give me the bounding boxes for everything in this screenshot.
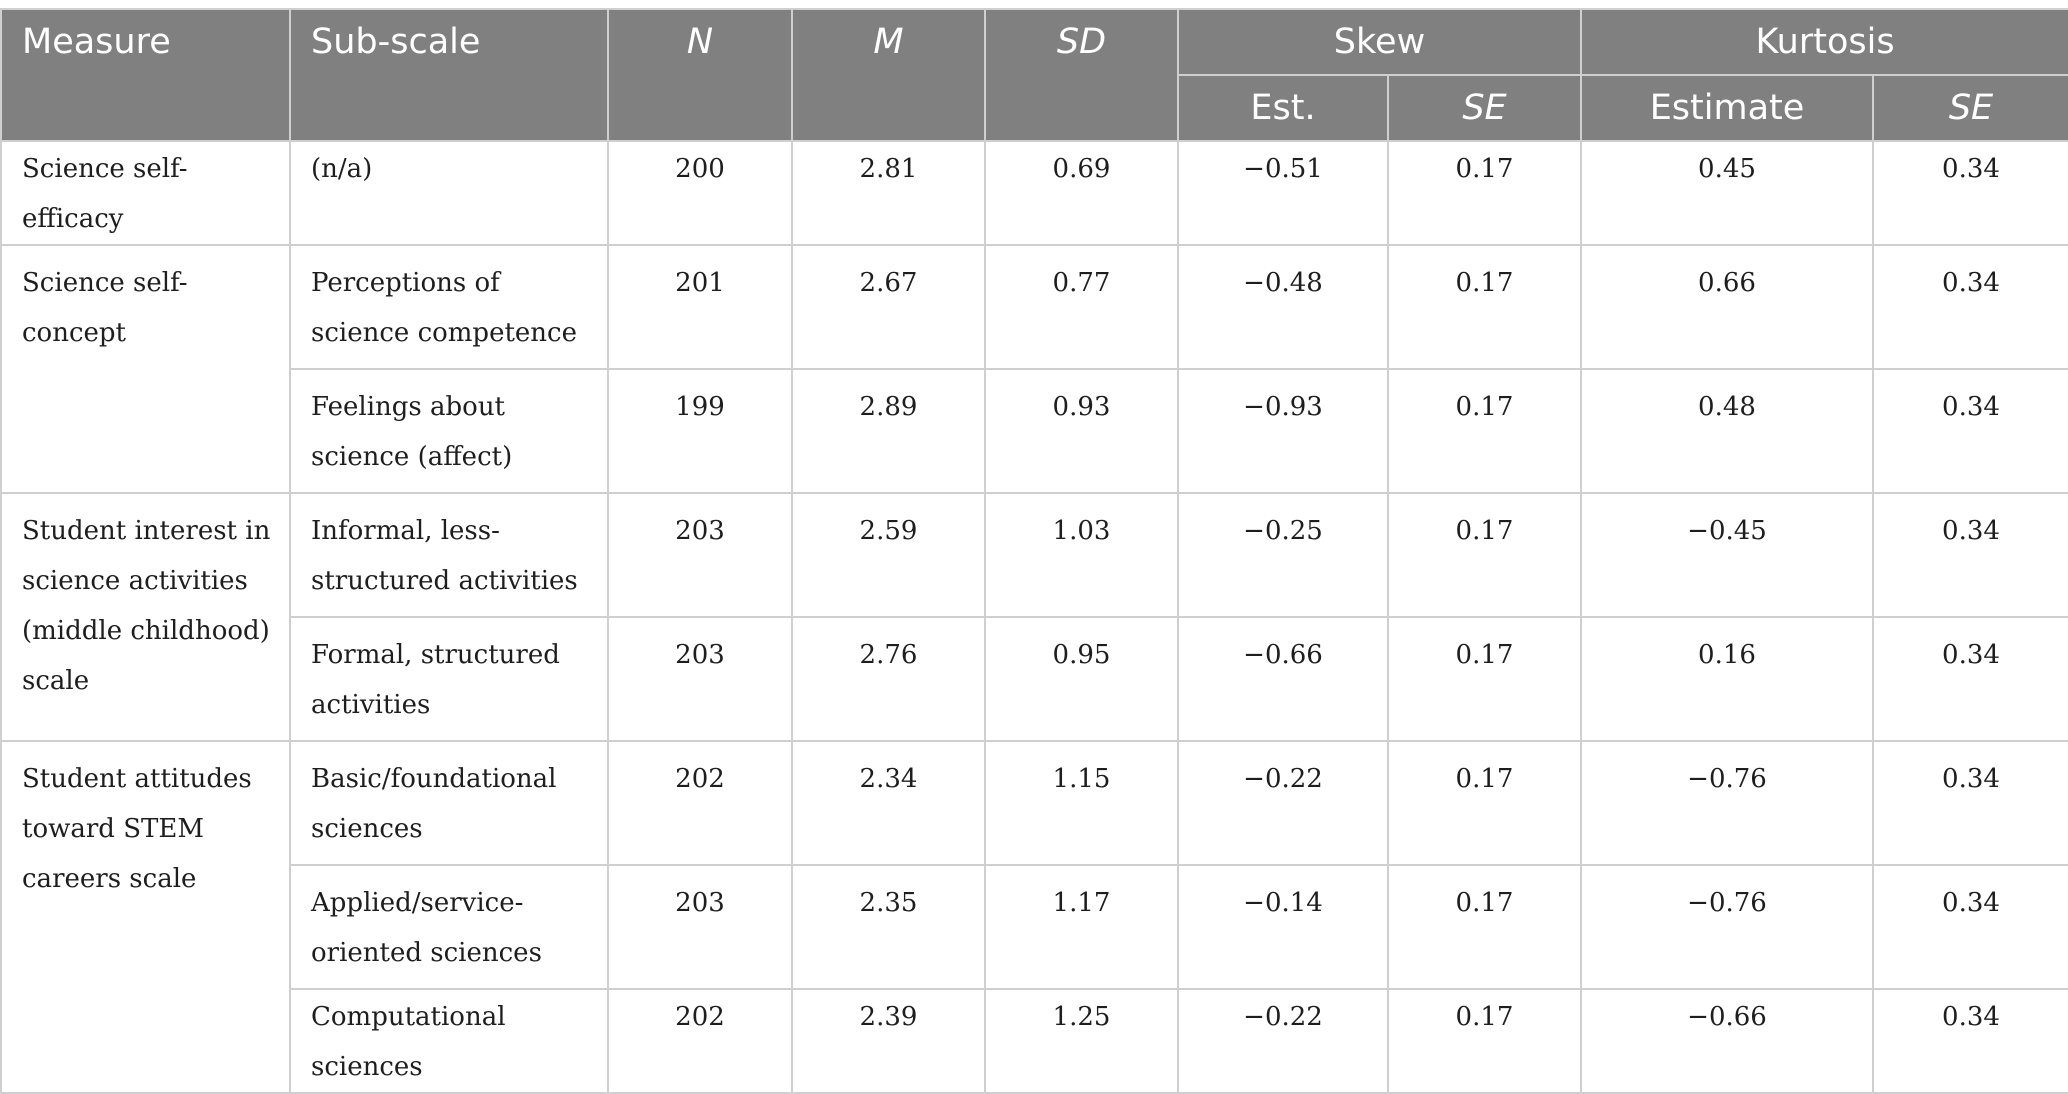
m-cell: 2.59 bbox=[791, 492, 986, 618]
sd-cell: 0.95 bbox=[984, 616, 1179, 742]
subscale-cell: Perceptions of science competence bbox=[289, 244, 609, 370]
sd-cell: 1.03 bbox=[984, 492, 1179, 618]
header-kurt-estimate: Estimate bbox=[1580, 74, 1874, 142]
kurt-est-cell: −0.66 bbox=[1580, 988, 1874, 1094]
kurt-se-cell: 0.34 bbox=[1872, 492, 2068, 618]
header-subscale: Sub-scale bbox=[289, 8, 609, 142]
sd-cell: 0.93 bbox=[984, 368, 1179, 494]
m-cell: 2.89 bbox=[791, 368, 986, 494]
table-row: Computational sciences 202 2.39 1.25 −0.… bbox=[1, 988, 2068, 1094]
header-skew: Skew bbox=[1177, 8, 1582, 76]
kurt-se-cell: 0.34 bbox=[1872, 244, 2068, 370]
m-cell: 2.39 bbox=[791, 988, 986, 1094]
header-measure: Measure bbox=[0, 8, 291, 142]
header-n: N bbox=[607, 8, 793, 142]
table-header: Measure Sub-scale N M SD Skew Kurtosis E… bbox=[0, 8, 2068, 142]
sd-cell: 0.77 bbox=[984, 244, 1179, 370]
n-cell: 200 bbox=[607, 140, 793, 246]
subscale-cell: Basic/foundational sciences bbox=[289, 740, 609, 866]
kurt-est-cell: 0.66 bbox=[1580, 244, 1874, 370]
m-cell: 2.35 bbox=[791, 864, 986, 990]
kurt-est-cell: −0.45 bbox=[1580, 492, 1874, 618]
descriptive-statistics-table: Measure Sub-scale N M SD Skew Kurtosis E… bbox=[0, 8, 2068, 1094]
n-cell: 202 bbox=[607, 740, 793, 866]
measure-cell: Student attitudes toward STEM careers sc… bbox=[0, 740, 291, 1094]
kurt-se-cell: 0.34 bbox=[1872, 616, 2068, 742]
measure-cell: Science self-concept bbox=[0, 244, 291, 494]
subscale-cell: Applied/service-oriented sciences bbox=[289, 864, 609, 990]
table-row: Applied/service-oriented sciences 203 2.… bbox=[1, 864, 2068, 990]
header-kurt-se: SE bbox=[1872, 74, 2068, 142]
skew-se-cell: 0.17 bbox=[1387, 140, 1582, 246]
skew-se-cell: 0.17 bbox=[1387, 988, 1582, 1094]
kurt-est-cell: −0.76 bbox=[1580, 740, 1874, 866]
table-body: Science self-efficacy (n/a) 200 2.81 0.6… bbox=[0, 140, 2068, 1094]
kurt-se-cell: 0.34 bbox=[1872, 740, 2068, 866]
kurt-est-cell: 0.45 bbox=[1580, 140, 1874, 246]
skew-se-cell: 0.17 bbox=[1387, 616, 1582, 742]
n-cell: 203 bbox=[607, 864, 793, 990]
header-kurtosis: Kurtosis bbox=[1580, 8, 2068, 76]
kurt-se-cell: 0.34 bbox=[1872, 140, 2068, 246]
sd-cell: 1.25 bbox=[984, 988, 1179, 1094]
skew-se-cell: 0.17 bbox=[1387, 244, 1582, 370]
skew-est-cell: −0.22 bbox=[1177, 740, 1389, 866]
kurt-est-cell: 0.48 bbox=[1580, 368, 1874, 494]
kurt-se-cell: 0.34 bbox=[1872, 864, 2068, 990]
skew-est-cell: −0.48 bbox=[1177, 244, 1389, 370]
sd-cell: 1.15 bbox=[984, 740, 1179, 866]
m-cell: 2.76 bbox=[791, 616, 986, 742]
kurt-se-cell: 0.34 bbox=[1872, 988, 2068, 1094]
subscale-cell: Computational sciences bbox=[289, 988, 609, 1094]
skew-est-cell: −0.14 bbox=[1177, 864, 1389, 990]
subscale-cell: (n/a) bbox=[289, 140, 609, 246]
n-cell: 202 bbox=[607, 988, 793, 1094]
skew-se-cell: 0.17 bbox=[1387, 864, 1582, 990]
sd-cell: 0.69 bbox=[984, 140, 1179, 246]
skew-est-cell: −0.93 bbox=[1177, 368, 1389, 494]
n-cell: 199 bbox=[607, 368, 793, 494]
skew-est-cell: −0.51 bbox=[1177, 140, 1389, 246]
skew-est-cell: −0.25 bbox=[1177, 492, 1389, 618]
subscale-cell: Feelings about science (affect) bbox=[289, 368, 609, 494]
table-row: Feelings about science (affect) 199 2.89… bbox=[1, 368, 2068, 494]
kurt-se-cell: 0.34 bbox=[1872, 368, 2068, 494]
table-row: Formal, structured activities 203 2.76 0… bbox=[1, 616, 2068, 742]
measure-cell: Science self-efficacy bbox=[0, 140, 291, 246]
kurt-est-cell: −0.76 bbox=[1580, 864, 1874, 990]
sd-cell: 1.17 bbox=[984, 864, 1179, 990]
table-row: Student interest in science activities (… bbox=[0, 492, 2068, 742]
m-cell: 2.34 bbox=[791, 740, 986, 866]
skew-se-cell: 0.17 bbox=[1387, 740, 1582, 866]
table-row: Student attitudes toward STEM careers sc… bbox=[0, 740, 2068, 1094]
skew-est-cell: −0.22 bbox=[1177, 988, 1389, 1094]
skew-se-cell: 0.17 bbox=[1387, 492, 1582, 618]
subscale-cell: Informal, less-structured activities bbox=[289, 492, 609, 618]
header-sd: SD bbox=[984, 8, 1179, 142]
measure-cell: Student interest in science activities (… bbox=[0, 492, 291, 742]
m-cell: 2.67 bbox=[791, 244, 986, 370]
n-cell: 201 bbox=[607, 244, 793, 370]
skew-est-cell: −0.66 bbox=[1177, 616, 1389, 742]
skew-se-cell: 0.17 bbox=[1387, 368, 1582, 494]
table-row: Science self-concept Perceptions of scie… bbox=[0, 244, 2068, 494]
n-cell: 203 bbox=[607, 492, 793, 618]
subscale-cell: Formal, structured activities bbox=[289, 616, 609, 742]
m-cell: 2.81 bbox=[791, 140, 986, 246]
header-m: M bbox=[791, 8, 986, 142]
table-row: Science self-efficacy (n/a) 200 2.81 0.6… bbox=[0, 140, 2068, 246]
header-skew-se: SE bbox=[1387, 74, 1582, 142]
header-skew-est: Est. bbox=[1177, 74, 1389, 142]
n-cell: 203 bbox=[607, 616, 793, 742]
kurt-est-cell: 0.16 bbox=[1580, 616, 1874, 742]
